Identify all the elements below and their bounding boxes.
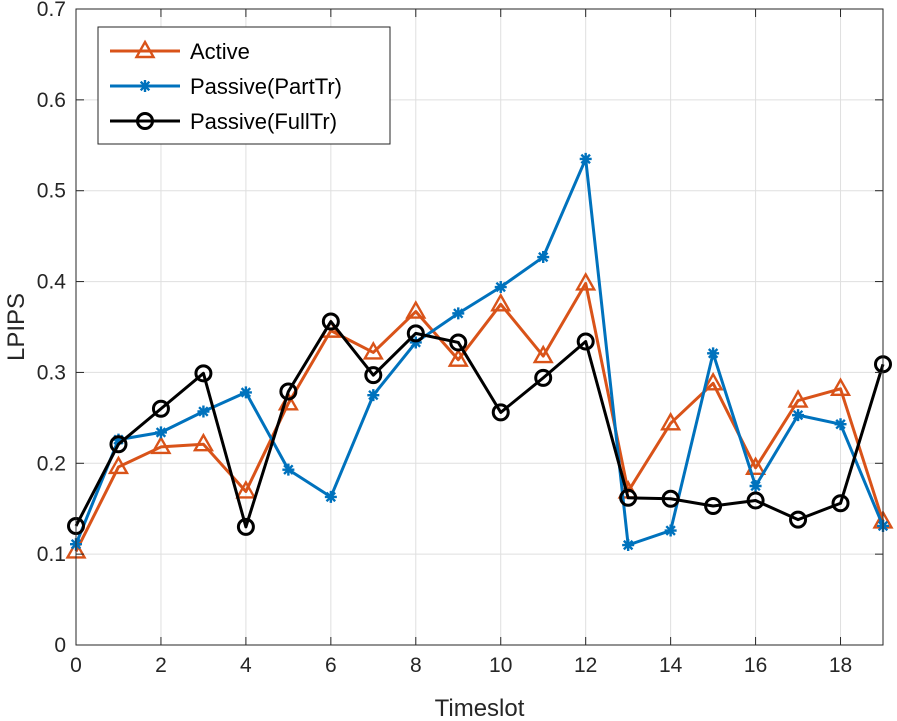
- x-tick-label: 10: [489, 654, 512, 677]
- series-active: [65, 271, 894, 559]
- data-point-passive-parttr: [154, 426, 167, 439]
- y-tick-label: 0.7: [37, 0, 66, 21]
- legend-label-active: Active: [190, 39, 250, 64]
- data-point-passive-parttr: [707, 347, 720, 360]
- data-point-active: [405, 300, 427, 319]
- data-point-passive-parttr: [622, 539, 635, 552]
- data-point-active: [660, 411, 682, 431]
- legend-label-passive-parttr: Passive(PartTr): [190, 74, 342, 99]
- data-point-passive-fulltr: [406, 324, 425, 343]
- data-point-passive-fulltr: [746, 491, 765, 510]
- data-point-active: [702, 371, 724, 391]
- data-point-passive-parttr: [579, 152, 592, 165]
- data-point-passive-parttr: [792, 409, 805, 422]
- x-tick-label: 0: [70, 654, 82, 677]
- y-tick-label: 0.5: [37, 180, 66, 203]
- x-tick-label: 2: [155, 654, 167, 677]
- data-point-passive-parttr: [834, 418, 847, 431]
- y-axis-title: LPIPS: [3, 293, 30, 361]
- data-point-passive-fulltr: [789, 510, 808, 529]
- data-point-passive-parttr: [112, 433, 125, 446]
- axis-ticks: [75, 8, 883, 646]
- x-tick-label: 16: [744, 654, 767, 677]
- data-point-active: [150, 435, 172, 455]
- series-passive-fulltr: [67, 312, 892, 536]
- legend: Active Passive(PartTr) Passive(FullTr): [97, 26, 391, 145]
- series-layer: [65, 152, 894, 559]
- data-point-passive-fulltr: [321, 312, 340, 331]
- legend-label-passive-fulltr: Passive(FullTr): [190, 109, 337, 134]
- data-point-passive-fulltr: [279, 382, 298, 401]
- x-tick-label: 12: [574, 654, 597, 677]
- data-point-passive-parttr: [452, 307, 465, 320]
- legend-swatch-marker: [134, 39, 156, 59]
- data-point-active: [829, 377, 852, 396]
- data-point-passive-fulltr: [831, 494, 850, 513]
- data-point-active: [745, 456, 767, 476]
- data-point-passive-parttr: [749, 480, 762, 492]
- data-point-passive-parttr: [409, 336, 422, 349]
- data-point-active: [235, 480, 257, 499]
- legend-entry-active: Active: [110, 39, 250, 64]
- data-point-passive-fulltr: [704, 496, 723, 515]
- legend-swatch-marker: [139, 80, 151, 92]
- y-tick-label: 0.3: [37, 361, 66, 384]
- data-point-active: [192, 432, 214, 452]
- data-point-passive-parttr: [324, 490, 337, 503]
- data-point-active: [362, 341, 384, 360]
- series-line-active: [74, 281, 885, 553]
- plot-area-border: [75, 8, 884, 646]
- data-point-passive-fulltr: [151, 399, 170, 418]
- series-line-passive-parttr: [74, 157, 885, 547]
- data-point-passive-fulltr: [576, 332, 595, 351]
- tick-labels: 0 2 4 6 8 10 12 14 16 18 0 0.1 0.2 0.3 0.4 0.5 0.6 0.7: [37, 0, 852, 677]
- y-tick-label: 0.2: [37, 452, 66, 475]
- x-tick-label: 6: [325, 654, 337, 677]
- series-passive-parttr: [70, 152, 889, 552]
- data-point-active: [575, 271, 597, 291]
- legend-entry-passive-parttr: Passive(PartTr): [110, 74, 342, 99]
- data-point-passive-parttr: [537, 251, 550, 264]
- data-point-passive-fulltr: [534, 368, 553, 387]
- data-point-passive-fulltr: [194, 364, 213, 383]
- data-point-passive-parttr: [367, 389, 380, 402]
- x-tick-label: 14: [659, 654, 683, 677]
- data-point-passive-fulltr: [236, 517, 255, 536]
- data-point-active: [787, 389, 809, 408]
- y-tick-label: 0: [54, 634, 66, 657]
- data-point-active: [532, 344, 554, 364]
- data-point-passive-parttr: [239, 386, 252, 399]
- legend-swatch-marker: [136, 112, 154, 130]
- x-axis-title: Timeslot: [435, 695, 525, 721]
- data-point-active: [107, 455, 130, 475]
- x-tick-label: 8: [410, 654, 422, 677]
- data-point-passive-parttr: [664, 524, 677, 537]
- data-point-passive-parttr: [282, 463, 295, 476]
- data-point-passive-fulltr: [109, 435, 128, 454]
- data-point-active: [447, 348, 469, 367]
- data-point-passive-parttr: [494, 281, 507, 294]
- y-tick-label: 0.4: [37, 271, 67, 294]
- data-point-passive-fulltr: [449, 333, 468, 352]
- data-point-passive-fulltr: [619, 488, 638, 507]
- data-point-active: [490, 292, 512, 312]
- data-point-passive-parttr: [197, 405, 210, 418]
- data-point-passive-fulltr: [661, 489, 680, 508]
- x-tick-label: 4: [240, 654, 252, 677]
- legend-entry-passive-fulltr: Passive(FullTr): [110, 109, 337, 134]
- data-point-passive-fulltr: [364, 366, 383, 385]
- data-point-passive-fulltr: [491, 403, 510, 422]
- x-tick-label: 18: [829, 654, 852, 677]
- y-tick-label: 0.1: [37, 543, 66, 566]
- y-tick-label: 0.6: [37, 89, 66, 112]
